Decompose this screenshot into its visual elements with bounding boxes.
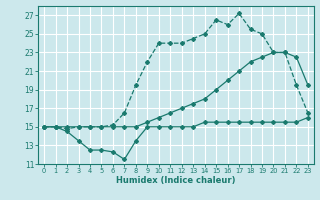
X-axis label: Humidex (Indice chaleur): Humidex (Indice chaleur) bbox=[116, 176, 236, 185]
